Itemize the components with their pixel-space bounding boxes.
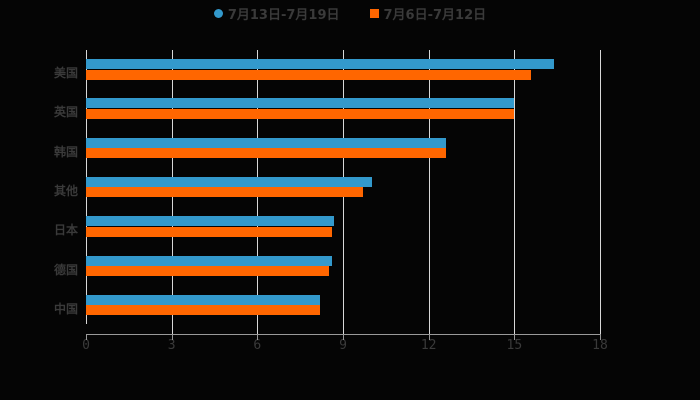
category-label: 中国 [53,301,78,316]
bar-series-1[interactable] [86,294,321,305]
category-label: 美国 [53,66,78,80]
x-tick-label: 15 [506,338,523,353]
x-tick [600,334,601,340]
category-label: 德国 [53,262,78,277]
x-tick [171,334,173,340]
x-tick-label: 0 [82,338,90,353]
bar-series-2[interactable] [86,226,332,237]
bar-series-2[interactable] [86,148,446,159]
legend-label: 7月13日-7月19日 [227,8,340,23]
bar-series-2[interactable] [86,69,532,80]
bar-series-2[interactable] [86,305,321,316]
legend-square-icon [369,9,379,18]
x-tick-label: 12 [420,338,437,353]
gridline [428,50,430,334]
bar-series-1[interactable] [86,216,335,227]
bar-series-1[interactable] [86,137,446,148]
bar-series-2[interactable] [86,108,515,119]
legend-dot-icon [213,9,223,18]
x-tick [428,334,430,340]
category-label: 其他 [53,183,78,198]
category-label: 韩国 [53,144,78,159]
x-tick [514,334,516,340]
legend-item-series-2[interactable]: 7月6日-7月12日 [369,4,487,23]
bar-series-1[interactable] [86,98,515,109]
x-tick [257,334,259,340]
legend-label: 7月6日-7月12日 [383,8,487,23]
y-axis-line [86,50,87,324]
gridline [600,50,601,334]
bar-series-1[interactable] [86,59,555,69]
x-tick [343,334,344,340]
x-tick-label: 3 [167,338,176,353]
x-tick-label: 6 [253,338,262,353]
category-label: 英国 [53,105,78,120]
plot-area [86,50,601,334]
gridline [514,50,516,334]
x-tick-label: 9 [339,338,347,353]
x-tick [86,334,87,340]
bar-series-2[interactable] [86,266,329,276]
bar-series-1[interactable] [86,255,332,266]
bar-series-1[interactable] [86,176,372,187]
legend: 7月13日-7月19日 7月6日-7月12日 [0,4,700,23]
x-tick-label: 18 [592,338,608,353]
category-label: 日本 [53,223,78,238]
legend-item-series-1[interactable]: 7月13日-7月19日 [213,4,340,23]
bar-series-2[interactable] [86,187,363,198]
